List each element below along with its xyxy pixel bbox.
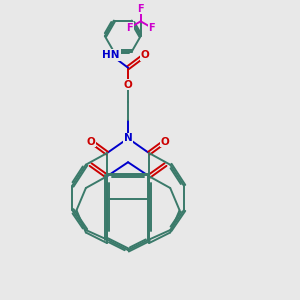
Text: F: F [137, 4, 144, 14]
Text: O: O [160, 136, 169, 146]
Text: O: O [87, 136, 95, 146]
Text: F: F [148, 23, 155, 33]
Text: N: N [124, 133, 132, 143]
Text: HN: HN [102, 50, 120, 60]
Text: F: F [126, 23, 133, 33]
Text: O: O [140, 50, 149, 60]
Text: O: O [124, 80, 132, 90]
